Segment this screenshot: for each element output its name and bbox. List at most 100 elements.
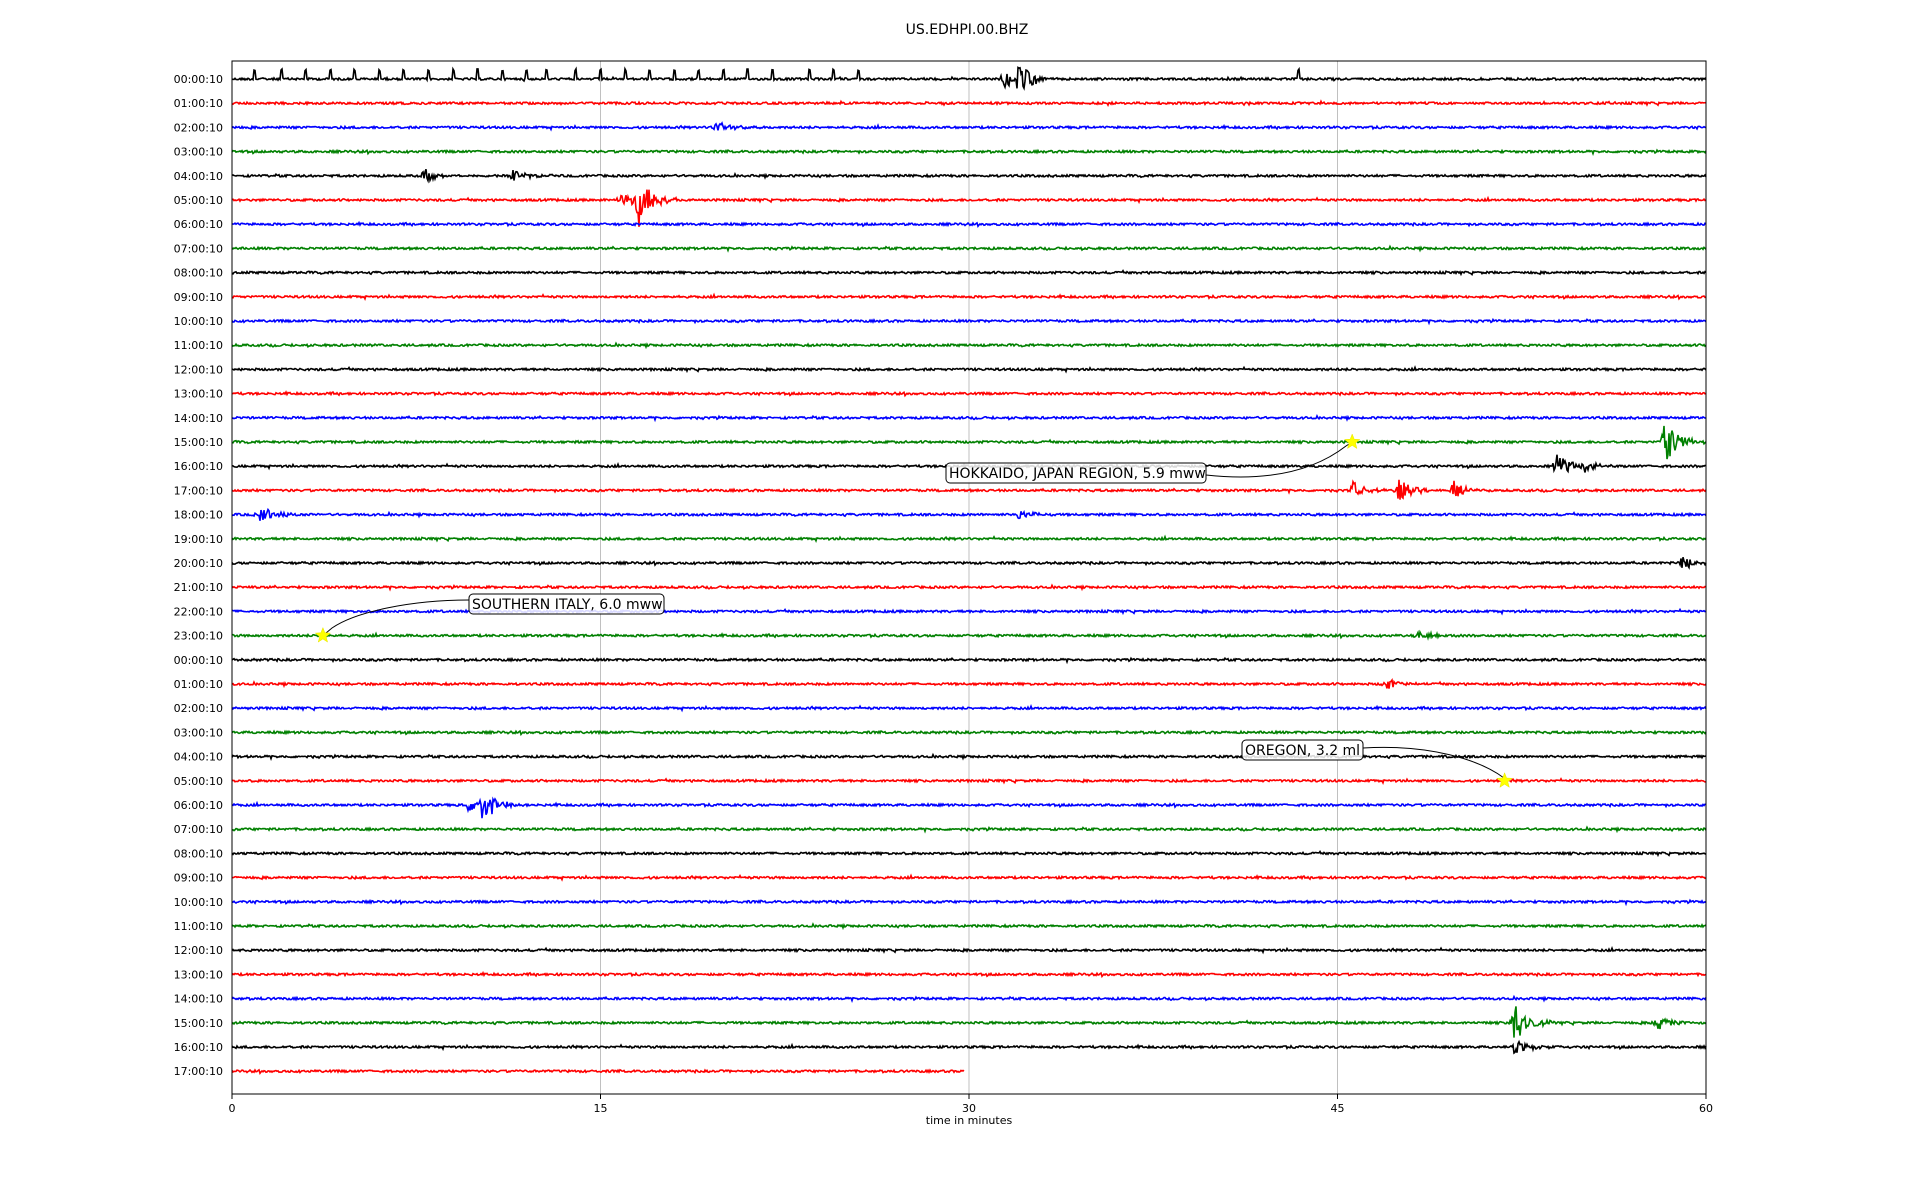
row-label: 12:00:10 xyxy=(174,944,223,957)
trace-row-33 xyxy=(231,873,1707,882)
trace-row-0 xyxy=(231,66,1707,91)
event-star-icon xyxy=(1496,772,1513,788)
trace-row-30 xyxy=(231,796,1707,819)
grid-lines xyxy=(600,61,1338,1094)
annotation-leader-line xyxy=(322,599,470,636)
trace-row-39 xyxy=(231,1006,1707,1038)
trace-group xyxy=(231,66,1707,1075)
trace-row-38 xyxy=(231,994,1707,1003)
row-label: 00:00:10 xyxy=(174,654,223,667)
trace-row-34 xyxy=(231,898,1707,907)
trace-row-32 xyxy=(231,849,1707,858)
trace-row-4 xyxy=(231,168,1707,184)
row-label: 03:00:10 xyxy=(174,146,223,159)
row-label: 12:00:10 xyxy=(174,363,223,376)
trace-row-9 xyxy=(231,292,1707,301)
event-label: SOUTHERN ITALY, 6.0 mww xyxy=(472,597,663,613)
trace-row-8 xyxy=(231,269,1707,277)
row-label: 00:00:10 xyxy=(174,73,223,86)
row-label: 10:00:10 xyxy=(174,896,223,909)
trace-row-26 xyxy=(231,703,1707,713)
trace-row-1 xyxy=(231,99,1707,108)
trace-row-3 xyxy=(231,148,1707,156)
chart-title: US.EDHPI.00.BHZ xyxy=(906,22,1029,38)
row-label: 13:00:10 xyxy=(174,388,223,401)
annotation-box xyxy=(468,593,665,615)
event-annotation: OREGON, 3.2 ml xyxy=(1241,739,1513,788)
trace-row-29 xyxy=(231,777,1707,785)
annotation-box xyxy=(945,462,1207,484)
trace-row-28 xyxy=(231,752,1707,761)
trace-row-27 xyxy=(231,729,1707,737)
row-label: 13:00:10 xyxy=(174,968,223,981)
x-tick-label: 45 xyxy=(1331,1102,1345,1115)
row-label: 05:00:10 xyxy=(174,194,223,207)
event-annotation: SOUTHERN ITALY, 6.0 mww xyxy=(314,593,665,643)
row-label: 08:00:10 xyxy=(174,847,223,860)
row-label: 19:00:10 xyxy=(174,533,223,546)
row-label: 17:00:10 xyxy=(174,1065,223,1078)
row-label: 14:00:10 xyxy=(174,412,223,425)
trace-row-5 xyxy=(231,189,1707,227)
trace-row-20 xyxy=(231,556,1707,570)
row-label: 20:00:10 xyxy=(174,557,223,570)
x-tick-label: 0 xyxy=(229,1102,236,1115)
row-label: 05:00:10 xyxy=(174,775,223,788)
trace-row-10 xyxy=(231,317,1707,326)
row-label: 04:00:10 xyxy=(174,751,223,764)
row-label: 10:00:10 xyxy=(174,315,223,328)
trace-row-2 xyxy=(231,121,1707,132)
trace-row-13 xyxy=(231,390,1707,398)
trace-row-37 xyxy=(231,970,1707,979)
trace-row-31 xyxy=(231,825,1707,834)
row-label: 15:00:10 xyxy=(174,1017,223,1030)
trace-row-12 xyxy=(231,365,1707,374)
trace-row-24 xyxy=(231,656,1707,665)
row-label: 01:00:10 xyxy=(174,678,223,691)
trace-row-15 xyxy=(231,425,1707,460)
row-label: 01:00:10 xyxy=(174,97,223,110)
row-label: 23:00:10 xyxy=(174,630,223,643)
annotation-leader-line xyxy=(1205,441,1353,478)
row-label: 06:00:10 xyxy=(174,218,223,231)
row-label: 02:00:10 xyxy=(174,121,223,134)
annotation-leader-line xyxy=(1362,746,1506,781)
trace-row-41 xyxy=(231,1068,965,1075)
x-tick-label: 15 xyxy=(594,1102,608,1115)
row-label: 09:00:10 xyxy=(174,291,223,304)
trace-row-14 xyxy=(231,413,1707,423)
row-label: 11:00:10 xyxy=(174,339,223,352)
trace-row-6 xyxy=(231,220,1707,228)
row-label: 17:00:10 xyxy=(174,484,223,497)
row-label: 02:00:10 xyxy=(174,702,223,715)
row-label: 08:00:10 xyxy=(174,267,223,280)
trace-row-11 xyxy=(231,341,1707,350)
event-star-icon xyxy=(314,626,332,643)
trace-row-40 xyxy=(231,1039,1707,1055)
row-label: 03:00:10 xyxy=(174,726,223,739)
row-label: 18:00:10 xyxy=(174,509,223,522)
row-label-group: 00:00:10 01:00:10 02:00:10 03:00:10 04:00:10… xyxy=(174,73,223,1078)
row-label: 07:00:10 xyxy=(174,823,223,836)
annotation-box xyxy=(1241,739,1364,761)
x-tick-label: 60 xyxy=(1699,1102,1713,1115)
x-axis-label: time in minutes xyxy=(926,1114,1013,1127)
event-star-icon xyxy=(1343,433,1361,450)
trace-row-36 xyxy=(231,945,1707,955)
row-label: 06:00:10 xyxy=(174,799,223,812)
row-label: 04:00:10 xyxy=(174,170,223,183)
x-axis: 0 15 30 45 60 xyxy=(229,1094,1713,1115)
row-label: 11:00:10 xyxy=(174,920,223,933)
row-label: 09:00:10 xyxy=(174,872,223,885)
trace-row-19 xyxy=(231,534,1707,543)
row-label: 16:00:10 xyxy=(174,460,223,473)
x-tick-label: 30 xyxy=(962,1102,976,1115)
row-label: 21:00:10 xyxy=(174,581,223,594)
event-annotation: HOKKAIDO, JAPAN REGION, 5.9 mww xyxy=(945,433,1361,484)
trace-row-18 xyxy=(231,507,1707,521)
event-label: HOKKAIDO, JAPAN REGION, 5.9 mww xyxy=(949,466,1206,482)
trace-row-35 xyxy=(231,922,1707,931)
trace-row-21 xyxy=(231,583,1707,592)
row-label: 22:00:10 xyxy=(174,605,223,618)
